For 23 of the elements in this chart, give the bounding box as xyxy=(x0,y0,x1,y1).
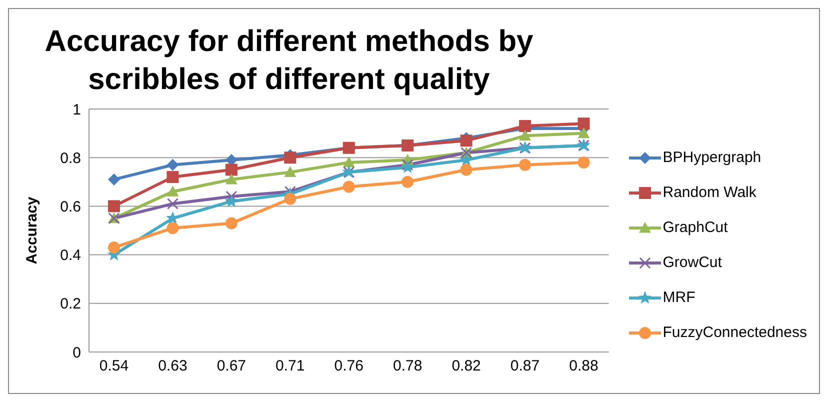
legend-label: GrowCut xyxy=(662,254,722,271)
legend-label: GraphCut xyxy=(662,219,728,236)
legend-label: Random Walk xyxy=(662,184,756,201)
x-tick-label: 0.87 xyxy=(510,358,540,375)
y-tick-label: 1 xyxy=(72,101,81,118)
y-tick-label: 0 xyxy=(72,344,81,362)
y-axis-title: Accuracy xyxy=(23,196,40,264)
x-tick-label: 0.82 xyxy=(452,358,481,375)
y-tick-label: 0.4 xyxy=(60,247,81,264)
x-tick-label: 0.88 xyxy=(569,358,598,375)
chart-title: Accuracy for different methods by scribbles of different quality xyxy=(44,24,534,98)
x-tick-label: 0.67 xyxy=(216,358,246,375)
y-tick-label: 0.6 xyxy=(60,198,81,216)
x-tick-label: 0.54 xyxy=(99,358,129,375)
x-tick-label: 0.63 xyxy=(158,358,188,375)
legend-label: FuzzyConnectedness xyxy=(662,324,807,341)
x-tick-label: 0.71 xyxy=(276,358,305,375)
legend-label: BPHypergraph xyxy=(662,149,762,166)
x-tick-label: 0.76 xyxy=(334,358,364,375)
x-tick-label: 0.78 xyxy=(392,358,422,375)
y-tick-label: 0.2 xyxy=(60,296,81,313)
legend-label: MRF xyxy=(662,289,696,306)
y-tick-label: 0.8 xyxy=(60,150,81,167)
